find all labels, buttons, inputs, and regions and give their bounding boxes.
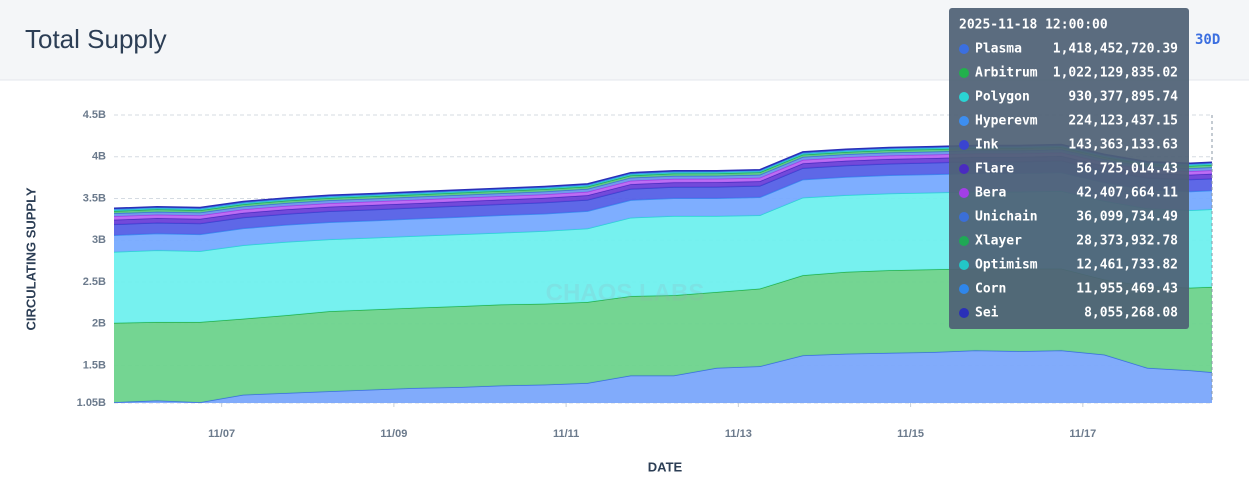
tooltip-value: 56,725,014.43 — [1076, 162, 1178, 177]
x-axis-label: DATE — [648, 459, 683, 474]
watermark: CHAOS LABS — [546, 279, 705, 306]
tooltip-value: 8,055,268.08 — [1084, 306, 1178, 321]
tooltip-series: Xlayer — [975, 234, 1022, 249]
x-tick-label: 11/17 — [1069, 428, 1096, 440]
y-tick-label: 3.5B — [83, 192, 106, 204]
tooltip: 2025-11-18 12:00:00 Plasma 1,418,452,720.… — [949, 8, 1189, 329]
tooltip-dot — [959, 284, 969, 294]
x-tick-label: 11/07 — [208, 428, 235, 440]
y-tick-label: 4B — [92, 151, 106, 163]
tooltip-value: 1,418,452,720.39 — [1053, 42, 1178, 57]
axes: 1.05B 1.5B 2B 2.5B 3B 3.5B 4B 4.5B 11/07 11/09 11/… — [77, 109, 1097, 440]
tooltip-value: 36,099,734.49 — [1076, 210, 1178, 225]
x-tick-label: 11/11 — [553, 428, 579, 440]
tooltip-series: Sei — [975, 306, 999, 321]
tooltip-series: Hyperevm — [975, 114, 1038, 129]
tooltip-dot — [959, 236, 969, 246]
tooltip-value: 143,363,133.63 — [1068, 138, 1178, 153]
tooltip-series: Ink — [975, 138, 999, 153]
tooltip-series: Flare — [975, 162, 1014, 177]
tooltip-value: 28,373,932.78 — [1076, 234, 1178, 249]
y-axis-label: CIRCULATING SUPPLY — [23, 187, 38, 330]
tooltip-dot — [959, 164, 969, 174]
tooltip-dot — [959, 140, 969, 150]
tooltip-dot — [959, 116, 969, 126]
tooltip-series: Optimism — [975, 258, 1038, 273]
chart-title: Total Supply — [25, 24, 167, 54]
y-tick-label: 1.05B — [77, 397, 106, 409]
y-tick-label: 2.5B — [83, 276, 106, 288]
tooltip-title: 2025-11-18 12:00:00 — [959, 18, 1108, 33]
area — [114, 147, 1212, 214]
tooltip-dot — [959, 212, 969, 222]
area — [114, 191, 1212, 323]
tooltip-series: Polygon — [975, 90, 1030, 105]
tooltip-value: 11,955,469.43 — [1076, 282, 1178, 297]
tooltip-dot — [959, 308, 969, 318]
tooltip-series: Corn — [975, 282, 1006, 297]
area — [114, 160, 1212, 236]
tooltip-box — [949, 8, 1189, 329]
y-tick-label: 3B — [92, 234, 106, 246]
tooltip-value: 224,123,437.15 — [1068, 114, 1178, 129]
range-button[interactable]: 30D — [1195, 32, 1220, 48]
area — [114, 156, 1212, 225]
area — [114, 172, 1212, 252]
tooltip-dot — [959, 260, 969, 270]
x-tick-label: 11/13 — [725, 428, 752, 440]
area — [114, 268, 1212, 403]
areas — [114, 115, 1213, 403]
tooltip-value: 1,022,129,835.02 — [1053, 66, 1178, 81]
tooltip-dot — [959, 92, 969, 102]
x-tick-label: 11/09 — [380, 428, 407, 440]
tooltip-series: Arbitrum — [975, 66, 1038, 81]
tooltip-dot — [959, 188, 969, 198]
tooltip-series: Bera — [975, 186, 1006, 201]
tooltip-dot — [959, 68, 969, 78]
area — [114, 152, 1212, 220]
area — [114, 149, 1212, 217]
tooltip-value: 930,377,895.74 — [1068, 90, 1178, 105]
y-tick-label: 2B — [92, 318, 106, 330]
tooltip-series: Unichain — [975, 210, 1038, 225]
y-tick-label: 4.5B — [83, 109, 106, 121]
tooltip-value: 12,461,733.82 — [1076, 258, 1178, 273]
area — [114, 350, 1212, 403]
tooltip-dot — [959, 44, 969, 54]
tooltip-value: 42,407,664.11 — [1076, 186, 1178, 201]
x-tick-label: 11/15 — [897, 428, 924, 440]
tooltip-series: Plasma — [975, 42, 1022, 57]
y-tick-label: 1.5B — [83, 359, 106, 371]
